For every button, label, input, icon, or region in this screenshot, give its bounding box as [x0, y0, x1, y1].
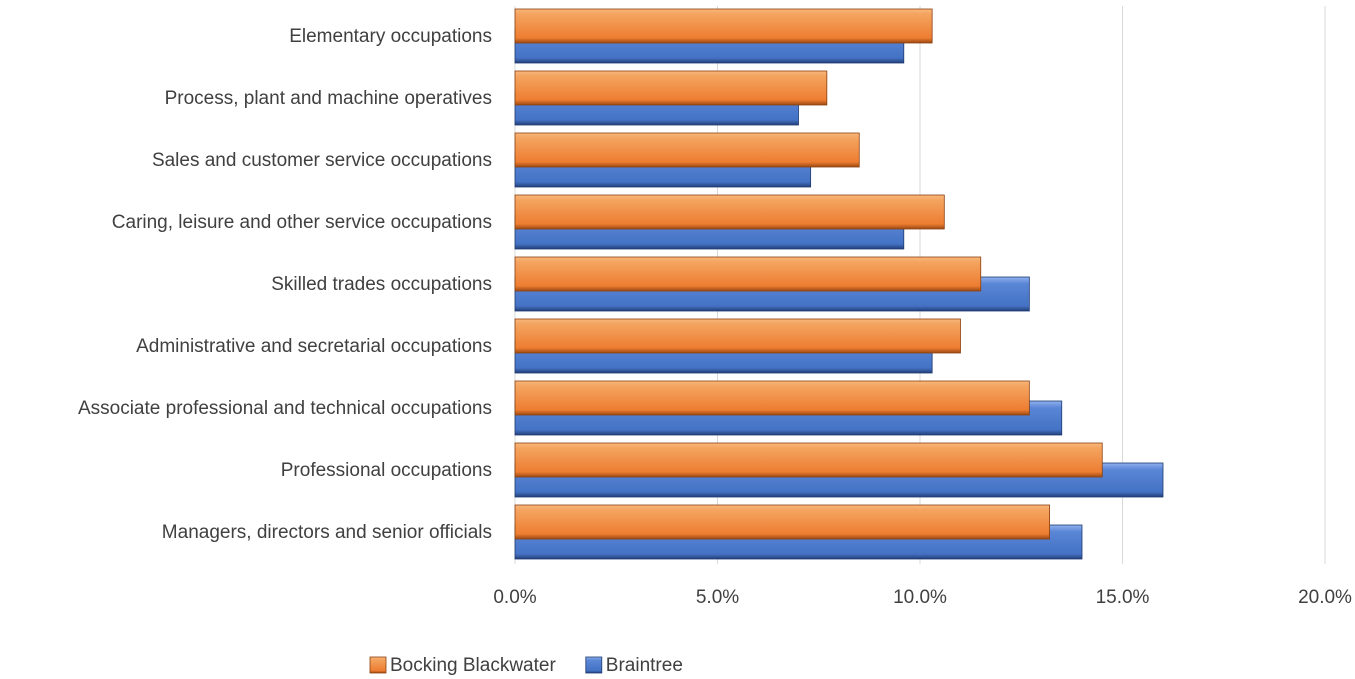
- bar: [514, 380, 1030, 416]
- bar: [514, 256, 982, 292]
- legend-swatch: [369, 656, 387, 674]
- category-label: Associate professional and technical occ…: [78, 398, 492, 419]
- category-label: Sales and customer service occupations: [152, 150, 492, 171]
- category-label: Professional occupations: [281, 460, 492, 481]
- legend-label: Braintree: [606, 655, 683, 676]
- x-tick-label: 0.0%: [493, 587, 536, 608]
- category-label: Skilled trades occupations: [271, 274, 492, 295]
- category-label: Elementary occupations: [289, 26, 492, 47]
- category-label: Managers, directors and senior officials: [162, 522, 492, 543]
- category-label: Administrative and secretarial occupatio…: [136, 336, 492, 357]
- bar: [514, 8, 933, 44]
- bar: [514, 70, 828, 106]
- bar: [514, 132, 860, 168]
- x-tick-label: 5.0%: [696, 587, 739, 608]
- x-tick-label: 15.0%: [1096, 587, 1150, 608]
- legend-label: Bocking Blackwater: [390, 655, 556, 676]
- bar: [514, 194, 945, 230]
- x-tick-label: 10.0%: [893, 587, 947, 608]
- legend-swatch: [585, 656, 603, 674]
- bar: [514, 442, 1103, 478]
- category-label: Process, plant and machine operatives: [165, 88, 492, 109]
- bar: [514, 504, 1050, 540]
- bar: [514, 318, 961, 354]
- x-tick-label: 20.0%: [1298, 587, 1352, 608]
- category-label: Caring, leisure and other service occupa…: [112, 212, 492, 233]
